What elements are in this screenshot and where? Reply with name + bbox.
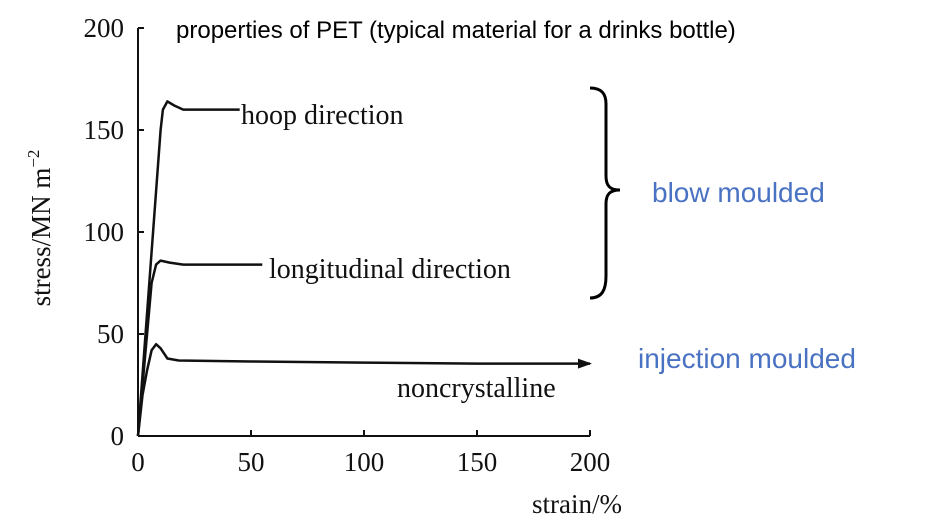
y-axis-title: stress/MN m−2 — [24, 150, 56, 307]
chart-title: properties of PET (typical material for … — [176, 17, 736, 44]
x-tick-label-4: 200 — [570, 447, 611, 477]
blow-moulded-brace — [589, 86, 621, 300]
series-label-hoop-direction: hoop direction — [241, 100, 404, 131]
x-tick-label-1: 50 — [238, 447, 265, 477]
series-label-noncrystalline: noncrystalline — [397, 373, 556, 404]
injection-moulded-label: injection moulded — [638, 343, 856, 374]
y-tick-label-4: 200 — [84, 13, 125, 43]
series-line-longitudinal-direction — [136, 259, 263, 437]
y-tick-label-3: 150 — [84, 115, 125, 145]
x-axis-title: strain/% — [532, 489, 622, 519]
x-tick-label-3: 150 — [457, 447, 498, 477]
x-tick-label-0: 0 — [131, 447, 145, 477]
y-tick-label-0: 0 — [111, 421, 125, 451]
y-tick-label-1: 50 — [97, 319, 124, 349]
series-line-noncrystalline — [136, 342, 592, 437]
y-tick-label-2: 100 — [84, 217, 125, 247]
blow-moulded-label: blow moulded — [652, 177, 825, 208]
series-line-hoop-direction — [136, 100, 240, 437]
tick-labels: 0 50 100 150 200 0 50 100 150 200 — [84, 13, 611, 477]
series-lines — [136, 100, 592, 437]
x-tick-label-2: 100 — [344, 447, 385, 477]
series-label-longitudinal-direction: longitudinal direction — [269, 254, 511, 285]
